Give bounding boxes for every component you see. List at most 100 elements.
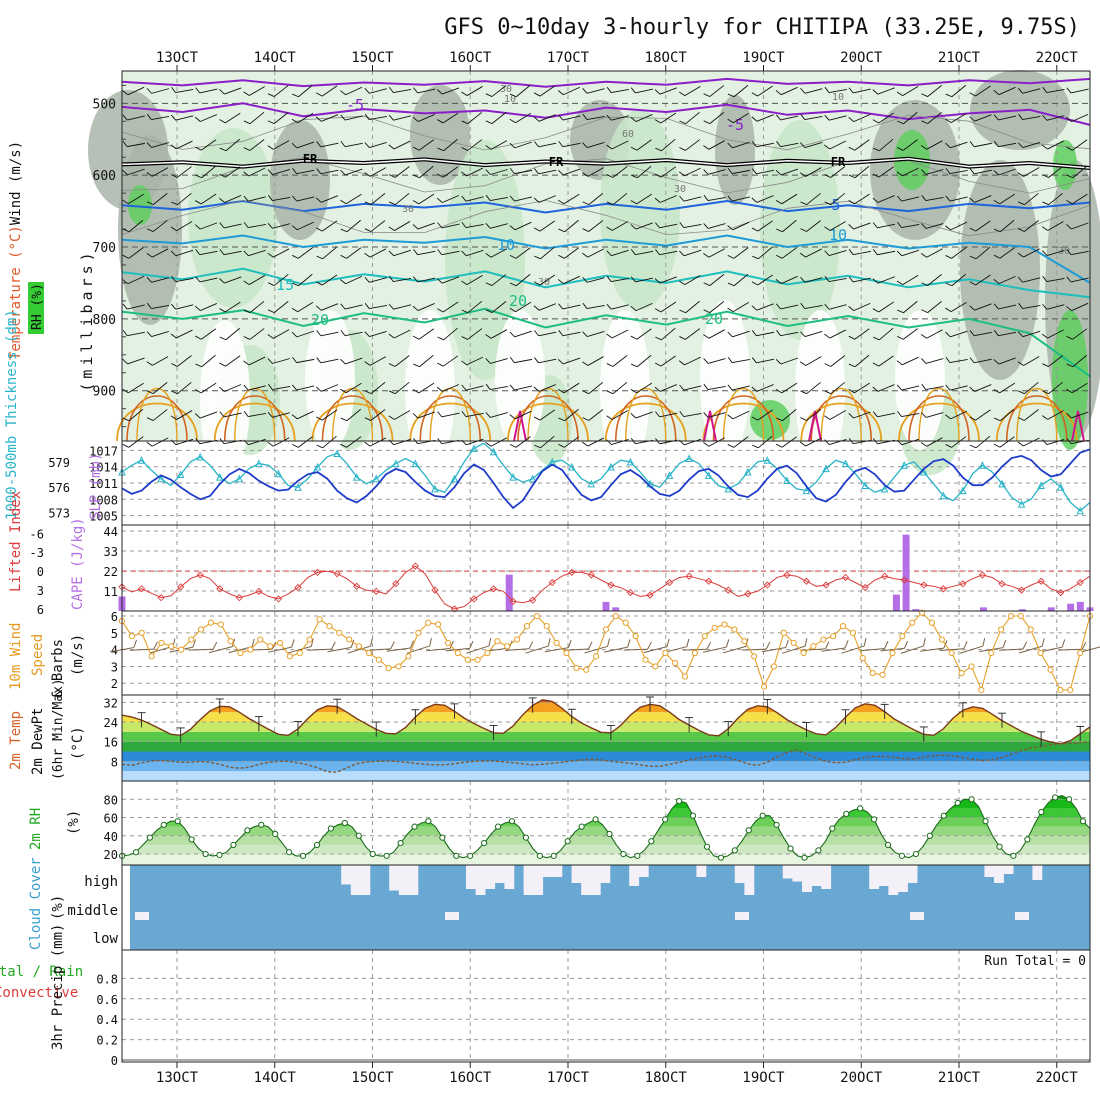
wind-barb bbox=[388, 410, 411, 420]
wind-barb bbox=[582, 381, 604, 395]
panel-frame bbox=[121, 949, 1091, 1063]
surface-wind-barb-flag bbox=[804, 638, 808, 647]
wind-barb-flag bbox=[388, 333, 395, 339]
wind-barb-staff bbox=[514, 330, 532, 338]
wind-barb-flag bbox=[533, 227, 541, 232]
rh-point bbox=[383, 852, 390, 859]
wind-barb-flag bbox=[315, 197, 322, 203]
wind-barb-flag bbox=[872, 362, 880, 367]
wind-barb-staff bbox=[175, 304, 194, 310]
wind-barb-flag bbox=[1066, 199, 1073, 205]
wind-barb-flag bbox=[461, 147, 468, 151]
wind-barb-flag bbox=[195, 249, 201, 255]
wind-barb-staff bbox=[756, 384, 774, 392]
wind-barb-staff bbox=[853, 411, 871, 419]
wind-barb-flag bbox=[606, 303, 612, 310]
rh-point bbox=[439, 834, 446, 841]
wind-barb-flag bbox=[316, 141, 322, 148]
wind-barb-flag bbox=[824, 333, 831, 339]
surface-wind-barb bbox=[682, 641, 712, 651]
wind-speed-point bbox=[355, 643, 363, 650]
wind-barb bbox=[146, 248, 169, 258]
wind-barb-staff bbox=[612, 166, 628, 178]
wind-speed-point bbox=[178, 646, 185, 653]
rh-point bbox=[857, 805, 864, 812]
surface-wind-barb-flag bbox=[567, 639, 572, 648]
wind-barb bbox=[606, 329, 629, 339]
wind-barb-staff bbox=[1047, 329, 1064, 339]
wind-speed-point bbox=[237, 649, 244, 657]
cloud-high-gap bbox=[1003, 865, 1014, 874]
surface-wind-barb-staff bbox=[209, 646, 233, 654]
wind-barb bbox=[364, 248, 387, 258]
wind-speed-point bbox=[434, 621, 442, 628]
rh-point bbox=[132, 849, 140, 856]
wind-barb-staff bbox=[805, 167, 822, 177]
wind-barb-flag bbox=[703, 145, 710, 150]
wind-barb-flag bbox=[243, 410, 249, 417]
wind-barb bbox=[364, 220, 386, 232]
wind-barb-staff bbox=[611, 329, 629, 339]
slp-tick-label: 1014 bbox=[89, 461, 118, 475]
wind-barb bbox=[1042, 249, 1065, 257]
wind-barb-flag bbox=[703, 93, 710, 97]
wind-barb-staff bbox=[369, 248, 387, 258]
wind-barb-flag bbox=[436, 89, 443, 95]
wind-barb bbox=[146, 409, 168, 421]
wind-barb-flag bbox=[800, 87, 806, 94]
surface-wind-barb bbox=[900, 637, 926, 654]
cloud-high-gap bbox=[629, 865, 640, 886]
surface-wind-barb-staff bbox=[604, 646, 628, 653]
wind-barb-staff bbox=[562, 304, 581, 310]
surface-wind-barb-staff bbox=[288, 645, 312, 654]
wind-barb-staff bbox=[441, 250, 460, 256]
wind-barb-staff bbox=[1023, 356, 1040, 366]
wind-barb bbox=[775, 193, 798, 205]
wind-barb bbox=[461, 275, 483, 285]
wind-barb bbox=[122, 436, 144, 448]
wind-barb bbox=[703, 140, 725, 150]
wind-barb-staff bbox=[830, 355, 846, 367]
wind-barb bbox=[630, 139, 652, 151]
surface-wind-barb-staff bbox=[643, 646, 668, 654]
wind-barb-staff bbox=[708, 223, 726, 229]
wind-barb-staff bbox=[587, 167, 604, 177]
wind-barb bbox=[1066, 328, 1088, 340]
wind-barb-staff bbox=[418, 328, 434, 340]
wind-barb-staff bbox=[394, 355, 410, 367]
lifted-side-label: Lifted Index bbox=[8, 491, 24, 592]
wind-barb-staff bbox=[659, 223, 678, 229]
wind-barb-flag bbox=[969, 116, 975, 122]
date-label-top: 18OCT bbox=[645, 50, 688, 66]
wind-barb bbox=[872, 384, 895, 392]
wind-barb-flag bbox=[606, 226, 613, 231]
wind-barb-flag bbox=[558, 443, 565, 448]
wind-barb-staff bbox=[950, 330, 968, 338]
wind-speed-point bbox=[583, 666, 590, 673]
thickness-point bbox=[900, 461, 909, 469]
wind-barb bbox=[340, 168, 363, 176]
wind-barb bbox=[485, 301, 507, 314]
wind-barb-flag bbox=[703, 442, 710, 447]
thickness-point bbox=[685, 454, 693, 463]
wind-barb bbox=[485, 248, 508, 258]
wind-barb-staff bbox=[926, 140, 943, 150]
isotherm-hot bbox=[703, 410, 717, 442]
wind-barb bbox=[437, 301, 459, 313]
wind-barb-flag bbox=[291, 414, 298, 420]
wind-barb-flag bbox=[509, 142, 515, 149]
wind-barb-flag bbox=[364, 88, 370, 94]
cape-bar bbox=[1047, 607, 1055, 611]
wind-barb bbox=[267, 329, 290, 339]
wind-barb bbox=[146, 88, 169, 94]
wind-barb-flag bbox=[679, 250, 685, 257]
wind-barb-flag bbox=[558, 417, 565, 422]
wind-barb-flag bbox=[485, 169, 491, 175]
wind-barb-flag bbox=[969, 197, 975, 203]
thickness-point bbox=[763, 456, 772, 464]
wind-barb-staff bbox=[128, 382, 144, 394]
wind-barb bbox=[606, 410, 629, 420]
wind-barb-flag bbox=[606, 390, 614, 395]
wind-barb-staff bbox=[635, 114, 653, 122]
isotherm-warm bbox=[126, 395, 188, 442]
